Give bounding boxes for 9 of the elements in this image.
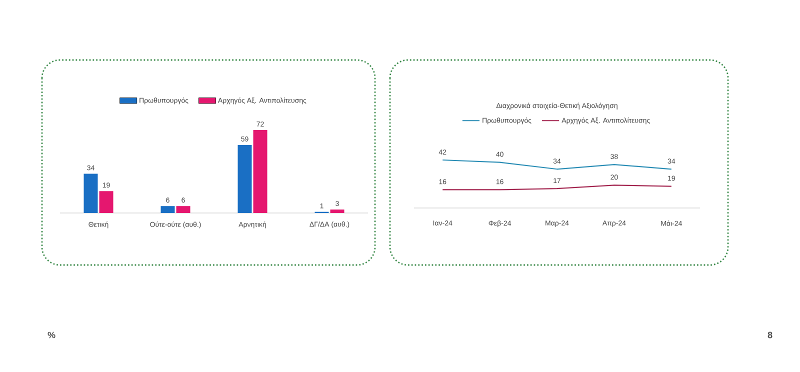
bar bbox=[253, 130, 268, 213]
bar bbox=[160, 206, 175, 213]
bar bbox=[330, 210, 344, 213]
text: 8 bbox=[768, 332, 772, 338]
bar bbox=[84, 174, 98, 213]
bar bbox=[99, 191, 114, 213]
text: % bbox=[48, 332, 56, 338]
bar bbox=[176, 206, 190, 213]
bar bbox=[238, 144, 252, 213]
